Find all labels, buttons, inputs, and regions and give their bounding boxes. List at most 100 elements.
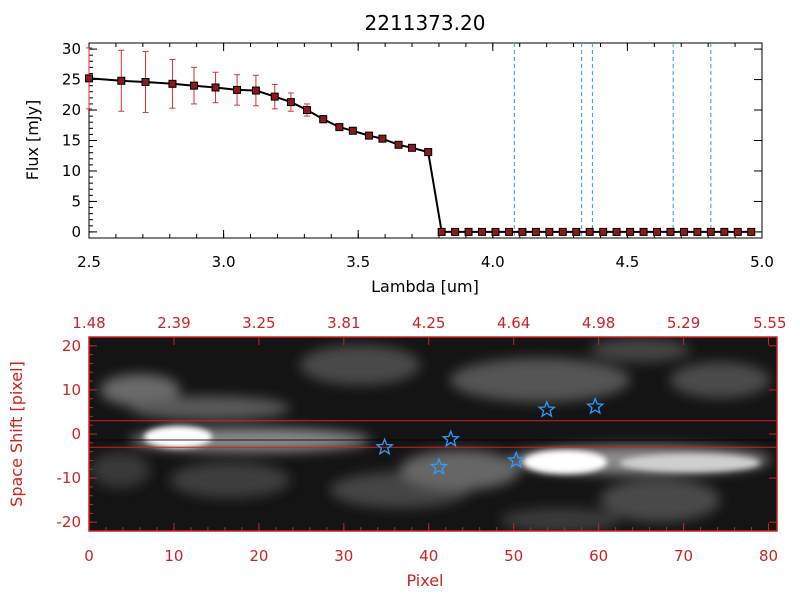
spectrum-point bbox=[733, 227, 742, 236]
spectrum-x-label: Lambda [um] bbox=[371, 277, 479, 296]
star-marker bbox=[537, 399, 557, 418]
spectrum-x-tick-label: 3.0 bbox=[212, 253, 236, 271]
image-x-tick-label: 70 bbox=[674, 547, 693, 565]
spectrum-y-label: Flux [mJy] bbox=[23, 100, 42, 181]
spectrum-point bbox=[747, 227, 756, 236]
image-top-tick-label: 4.98 bbox=[582, 314, 615, 332]
image-top-tick-label: 4.25 bbox=[412, 314, 445, 332]
spectrum-point bbox=[639, 227, 648, 236]
image-top-ticks: 1.48 2.39 3.25 3.81 4.25 4.64 4.98 5.29 5.55 bbox=[72, 314, 787, 345]
spectrum-y-tick-label: 25 bbox=[62, 71, 81, 89]
spectrum-point bbox=[558, 227, 567, 236]
spectrum-point bbox=[531, 227, 540, 236]
spectrum-point bbox=[679, 227, 688, 236]
spectrum-point bbox=[141, 78, 150, 86]
spectrum-point bbox=[117, 76, 126, 85]
spectrum-y-tick-label: 0 bbox=[71, 223, 81, 241]
spectrum-point bbox=[599, 227, 608, 236]
spectrum-point bbox=[394, 140, 403, 149]
image-y-tick-label: 0 bbox=[71, 425, 81, 443]
heatmap-trace-core bbox=[144, 426, 760, 474]
spectrum-point bbox=[626, 227, 635, 236]
image-x-tick-label: 0 bbox=[84, 547, 94, 565]
image-x-tick-label: 40 bbox=[419, 547, 438, 565]
spectrum-point bbox=[378, 134, 387, 143]
spectrum-point bbox=[478, 227, 487, 236]
spectrum-point bbox=[545, 227, 554, 236]
spectrum-series bbox=[85, 47, 756, 236]
image-x-label: Pixel bbox=[406, 571, 443, 590]
spectrum-point bbox=[572, 227, 581, 236]
spectrum-line bbox=[88, 77, 752, 233]
spectrum-point bbox=[424, 148, 433, 157]
spectrum-vlines bbox=[441, 43, 762, 238]
image-top-tick-label: 4.64 bbox=[497, 314, 530, 332]
spectrum-plot-frame bbox=[88, 42, 763, 239]
image-y-tick-label: -20 bbox=[57, 513, 82, 531]
spectrum-point bbox=[211, 83, 220, 92]
spectrum-x-tick-label: 4.0 bbox=[481, 253, 505, 271]
image-y-ticks: -20 -10 0 10 20 bbox=[57, 337, 777, 531]
spectrum-point bbox=[364, 131, 373, 140]
spectrum-x-ticks: 2.5 3.0 3.5 4.0 4.5 5.0 bbox=[77, 43, 774, 271]
spectrum-point bbox=[233, 85, 242, 94]
spectrum-point bbox=[464, 227, 473, 236]
heatmap-image bbox=[89, 337, 777, 531]
spectrum-y-tick-label: 15 bbox=[62, 132, 81, 150]
image-top-tick-label: 3.81 bbox=[327, 314, 360, 332]
image-x-tick-label: 80 bbox=[759, 547, 778, 565]
image-x-tick-label: 10 bbox=[164, 547, 183, 565]
star-marker bbox=[506, 450, 526, 469]
spectrum-x-tick-label: 2.5 bbox=[77, 253, 101, 271]
chart-title: 2211373.20 bbox=[365, 11, 486, 35]
image-y-tick-label: -10 bbox=[57, 469, 82, 487]
star-marker bbox=[375, 437, 394, 456]
spectrum-point bbox=[518, 227, 527, 236]
spectrum-point bbox=[491, 227, 500, 236]
image-x-tick-label: 60 bbox=[589, 547, 608, 565]
heatmap-stars bbox=[375, 396, 605, 475]
spectrum-point bbox=[319, 115, 328, 124]
spectrum-point bbox=[666, 227, 675, 236]
spectrum-point bbox=[612, 227, 621, 236]
star-marker bbox=[429, 457, 449, 475]
spectrum-point bbox=[408, 143, 417, 152]
image-top-tick-label: 2.39 bbox=[157, 314, 190, 332]
spectrum-point bbox=[189, 81, 198, 90]
spectrum-point bbox=[348, 126, 357, 135]
image-plot: 0 10 20 30 40 50 60 70 80 -20 -10 0 10 20 1.48 2.39 3.… bbox=[7, 314, 787, 590]
spectrum-y-tick-label: 20 bbox=[62, 101, 81, 119]
spectrum-point bbox=[653, 227, 662, 236]
image-top-tick-label: 1.48 bbox=[72, 314, 105, 332]
spectrum-plot: 2.5 3.0 3.5 4.0 4.5 5.0 0 5 10 15 20 25 30 Lambda [… bbox=[23, 40, 774, 296]
spectrum-point bbox=[85, 74, 93, 83]
heatmap-blobs bbox=[90, 338, 770, 531]
star-marker bbox=[441, 429, 461, 448]
spectrum-point bbox=[303, 106, 312, 115]
spectrum-point bbox=[451, 227, 460, 236]
spectrum-point bbox=[585, 227, 594, 236]
image-top-tick-label: 3.25 bbox=[242, 314, 275, 332]
spectrum-point bbox=[706, 227, 715, 236]
star-marker bbox=[585, 396, 605, 415]
spectrum-x-tick-label: 5.0 bbox=[750, 253, 774, 271]
image-y-tick-label: 10 bbox=[62, 381, 81, 399]
image-x-ticks: 0 10 20 30 40 50 60 70 80 bbox=[84, 523, 778, 565]
image-x-tick-label: 50 bbox=[504, 547, 523, 565]
image-x-tick-label: 30 bbox=[334, 547, 353, 565]
spectrum-y-tick-label: 30 bbox=[62, 40, 81, 58]
spectrum-x-tick-label: 4.5 bbox=[615, 253, 639, 271]
spectrum-point bbox=[286, 98, 295, 107]
spectrum-point bbox=[720, 227, 729, 236]
spectrum-y-tick-label: 5 bbox=[71, 192, 81, 210]
spectrum-point bbox=[504, 227, 513, 236]
spectrum-point bbox=[693, 227, 702, 236]
spectrum-x-tick-label: 3.5 bbox=[346, 253, 370, 271]
spectrum-point bbox=[270, 92, 279, 101]
spectrum-point bbox=[437, 227, 446, 236]
spectrum-y-tick-label: 10 bbox=[62, 162, 81, 180]
spectrum-point bbox=[251, 86, 260, 95]
extraction-window-lines bbox=[89, 420, 777, 448]
image-y-label: Space Shift [pixel] bbox=[7, 361, 26, 507]
